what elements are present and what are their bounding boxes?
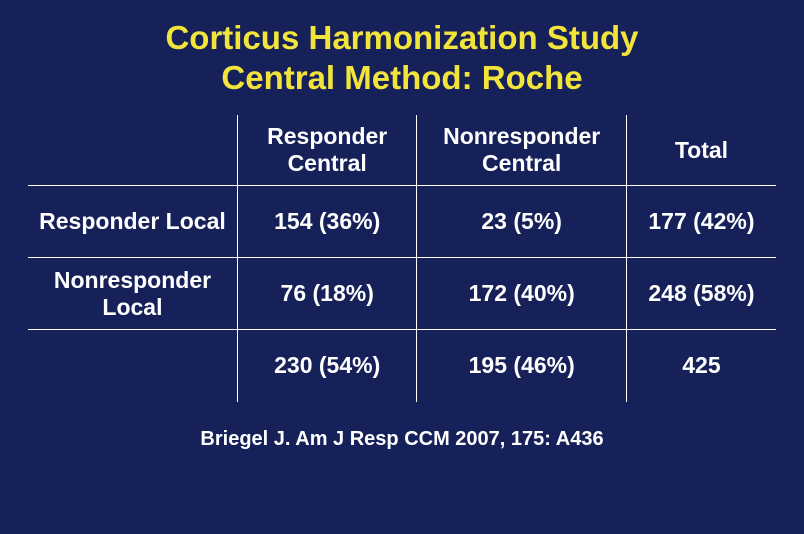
col-header-total: Total bbox=[626, 115, 776, 186]
cell: 195 (46%) bbox=[417, 330, 626, 402]
citation: Briegel J. Am J Resp CCM 2007, 175: A436 bbox=[28, 428, 776, 451]
table-row: Responder Local 154 (36%) 23 (5%) 177 (4… bbox=[28, 186, 776, 258]
slide-title: Corticus Harmonization Study Central Met… bbox=[28, 18, 776, 97]
col-header-nonresponder-central: Nonresponder Central bbox=[417, 115, 626, 186]
cell: 154 (36%) bbox=[237, 186, 417, 258]
cell: 76 (18%) bbox=[237, 258, 417, 330]
slide: Corticus Harmonization Study Central Met… bbox=[0, 0, 804, 534]
cell: 230 (54%) bbox=[237, 330, 417, 402]
row-label-nonresponder-local: Nonresponder Local bbox=[28, 258, 237, 330]
crosstab-table: Responder Central Nonresponder Central T… bbox=[28, 115, 776, 402]
cell: 248 (58%) bbox=[626, 258, 776, 330]
col-header-responder-central: Responder Central bbox=[237, 115, 417, 186]
row-label-responder-local: Responder Local bbox=[28, 186, 237, 258]
cell: 177 (42%) bbox=[626, 186, 776, 258]
col-header-empty bbox=[28, 115, 237, 186]
title-line-2: Central Method: Roche bbox=[221, 59, 582, 96]
table-row: Nonresponder Local 76 (18%) 172 (40%) 24… bbox=[28, 258, 776, 330]
table-header-row: Responder Central Nonresponder Central T… bbox=[28, 115, 776, 186]
table-row: 230 (54%) 195 (46%) 425 bbox=[28, 330, 776, 402]
row-label-totals bbox=[28, 330, 237, 402]
title-line-1: Corticus Harmonization Study bbox=[165, 19, 638, 56]
cell: 172 (40%) bbox=[417, 258, 626, 330]
cell: 23 (5%) bbox=[417, 186, 626, 258]
cell: 425 bbox=[626, 330, 776, 402]
